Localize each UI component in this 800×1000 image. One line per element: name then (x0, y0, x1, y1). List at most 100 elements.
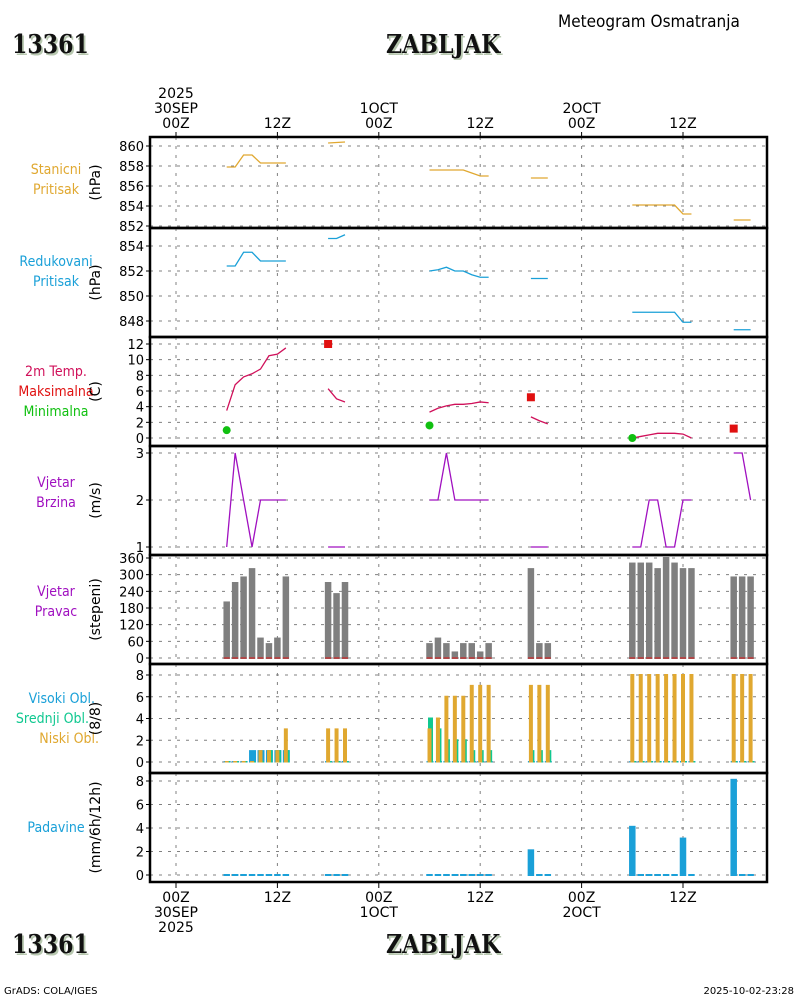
panel-frame (148, 135, 769, 230)
bar (265, 643, 273, 659)
y-tick-label: 6 (136, 691, 144, 706)
series-line (530, 416, 549, 425)
min-temp-marker (425, 421, 434, 430)
panel-label-wdir: Vjetar (37, 583, 75, 600)
time-label-top: 12Z (264, 116, 291, 132)
bar (662, 874, 670, 876)
panel-stanicni: 852 854 856 858 860 (hPa) (88, 135, 769, 235)
cloud-bar-niski (343, 728, 347, 763)
bar (248, 874, 256, 876)
series-line (328, 234, 346, 240)
time-label-top: 12Z (466, 116, 493, 132)
bar (654, 568, 661, 659)
bar (434, 637, 442, 659)
bar (434, 874, 442, 876)
bar (645, 562, 653, 659)
bar (443, 643, 450, 659)
cloud-bar-niski (486, 684, 491, 763)
series-line (733, 452, 752, 501)
bar (485, 643, 492, 659)
cloud-bar-niski (528, 684, 533, 763)
bar (637, 562, 644, 659)
time-label-bottom: 00Z (365, 890, 392, 906)
panel-label-clouds: Visoki Obl. (28, 690, 96, 707)
time-label-bottom: 12Z (264, 890, 291, 906)
bar (468, 643, 475, 659)
panel-label-wspd: Brzina (36, 494, 76, 511)
panel-label-clouds: Niski Obl. (39, 730, 99, 747)
station-id-header: 13361 (12, 30, 89, 60)
y-tick-label: 12 (127, 338, 144, 353)
y-tick-label: 8 (136, 775, 144, 790)
unit-label: (8/8) (88, 702, 104, 735)
cloud-bar-niski (537, 684, 542, 763)
panel-label-redukovani: Pritisak (32, 273, 80, 290)
cloud-bar-niski (224, 761, 229, 763)
y-tick-label: 240 (119, 585, 144, 600)
series-line (429, 401, 489, 413)
y-tick-label: 858 (119, 160, 144, 175)
bar (679, 568, 687, 659)
cloud-bar-visoki (249, 750, 257, 763)
bar (341, 874, 349, 876)
bar (443, 874, 450, 876)
bar (341, 582, 349, 659)
bar (671, 562, 678, 659)
station-id-footer: 13361 (12, 930, 89, 960)
time-label-bottom: 00Z (568, 890, 595, 906)
bar (485, 874, 492, 876)
y-tick-label: 0 (136, 432, 144, 447)
max-temp-marker (526, 393, 535, 402)
series-line (429, 266, 489, 278)
bar (730, 778, 737, 876)
cloud-bar-niski (334, 728, 339, 763)
bar (662, 557, 670, 659)
bar (536, 643, 543, 659)
bar (476, 651, 484, 659)
cloud-bar-niski (461, 695, 466, 763)
panel-label-temp: 2m Temp. (25, 363, 87, 380)
time-label-top: 30SEP (154, 101, 198, 117)
bar (645, 874, 653, 876)
min-temp-marker (222, 426, 231, 435)
panel-label-stanicni: Pritisak (32, 181, 80, 198)
time-label-bottom: 00Z (162, 890, 189, 906)
bar (257, 874, 264, 876)
cloud-bar-niski (258, 750, 263, 763)
cloud-bar-niski (275, 750, 280, 763)
unit-label: (mm/6h/12h) (88, 781, 104, 873)
bar (451, 874, 459, 876)
cloud-bar-niski (266, 750, 271, 763)
unit-label: (hPa) (88, 264, 104, 300)
panel-label-temp: Minimalna (23, 403, 89, 420)
bar (240, 576, 247, 659)
min-temp-marker (628, 434, 637, 442)
cloud-bar-niski (469, 684, 474, 763)
y-tick-label: 60 (127, 635, 144, 650)
series-line (327, 388, 346, 403)
panel-redukovani: 848 850 852 854 (hPa) (88, 226, 769, 339)
meteogram-subtitle: Meteogram Osmatranja (558, 12, 740, 32)
bar (223, 601, 230, 659)
bar (544, 643, 552, 659)
bar (688, 874, 695, 876)
unit-label: (C) (88, 381, 104, 402)
series-line (632, 204, 692, 215)
unit-label: (stepeni) (88, 578, 104, 641)
cloud-bar-niski (630, 674, 635, 763)
bar (282, 576, 290, 659)
bar (333, 874, 340, 876)
y-tick-label: 854 (119, 240, 144, 255)
y-tick-label: 300 (119, 569, 144, 584)
panel-label-clouds: Srednji Obl. (15, 710, 89, 727)
time-label-bottom: 2025 (158, 920, 194, 936)
panel-label-precip: Padavine (27, 819, 85, 836)
bar (671, 874, 678, 876)
y-tick-label: 852 (119, 220, 144, 235)
y-tick-label: 0 (136, 869, 144, 884)
bar (688, 568, 695, 659)
cloud-bar-niski (689, 674, 694, 763)
cloud-bar-niski (444, 695, 449, 763)
y-tick-label: 856 (119, 180, 144, 195)
